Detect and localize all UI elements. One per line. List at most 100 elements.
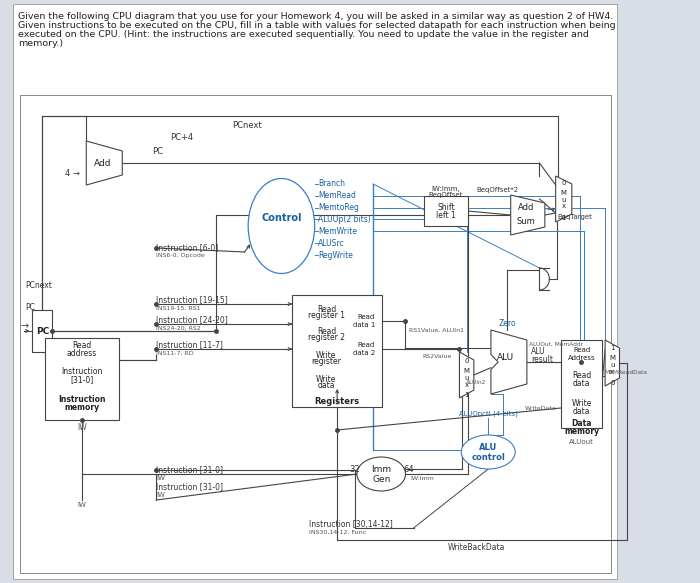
Text: Read: Read xyxy=(573,347,590,353)
Text: data: data xyxy=(573,378,591,388)
Text: 0: 0 xyxy=(561,180,566,186)
Text: ALUOpctl (4 bits): ALUOpctl (4 bits) xyxy=(458,411,518,417)
Text: x: x xyxy=(465,382,469,388)
Text: x: x xyxy=(610,369,615,375)
Text: Instruction [24-20]: Instruction [24-20] xyxy=(156,315,228,325)
Text: Shift: Shift xyxy=(437,202,455,212)
Text: Sum: Sum xyxy=(517,216,536,226)
Text: IW: IW xyxy=(156,492,165,498)
Text: Control: Control xyxy=(261,213,302,223)
Text: Address: Address xyxy=(568,355,596,361)
Text: INS30,14-12, Func: INS30,14-12, Func xyxy=(309,529,366,535)
Bar xyxy=(424,196,468,226)
Text: Gen: Gen xyxy=(372,476,391,484)
Text: Instruction [19-15]: Instruction [19-15] xyxy=(156,296,228,304)
Text: register: register xyxy=(312,357,342,367)
Text: INS11-7, RD: INS11-7, RD xyxy=(156,350,194,356)
Text: M: M xyxy=(561,190,567,196)
Text: 32: 32 xyxy=(349,465,360,475)
Text: BeqTarget: BeqTarget xyxy=(557,214,592,220)
Polygon shape xyxy=(605,340,620,386)
Text: x: x xyxy=(561,203,566,209)
Text: ALUIn2: ALUIn2 xyxy=(466,380,486,385)
Text: RS2Value: RS2Value xyxy=(422,354,452,360)
Ellipse shape xyxy=(248,178,315,273)
Text: MemRead: MemRead xyxy=(318,191,356,201)
Text: Write: Write xyxy=(571,399,592,409)
Text: Read: Read xyxy=(572,371,592,380)
Text: control: control xyxy=(471,454,505,462)
Bar xyxy=(45,338,119,420)
Text: ALU: ALU xyxy=(531,347,546,356)
Text: Instruction [30,14-12]: Instruction [30,14-12] xyxy=(309,519,393,529)
Bar xyxy=(292,295,382,407)
Polygon shape xyxy=(86,141,122,185)
Polygon shape xyxy=(459,352,474,398)
Text: Read: Read xyxy=(72,342,92,350)
Text: address: address xyxy=(66,349,97,357)
Text: BeqOffset*2: BeqOffset*2 xyxy=(476,187,518,193)
FancyBboxPatch shape xyxy=(13,4,617,579)
Polygon shape xyxy=(491,330,527,394)
Text: memory: memory xyxy=(564,427,599,437)
Text: PC: PC xyxy=(25,304,35,312)
Text: 1: 1 xyxy=(561,215,566,221)
Text: ALUSrc: ALUSrc xyxy=(318,238,345,248)
Text: register 2: register 2 xyxy=(308,333,345,342)
Text: 1: 1 xyxy=(610,345,615,351)
Text: Given the following CPU diagram that you use for your Homework 4, you will be as: Given the following CPU diagram that you… xyxy=(18,12,613,21)
Text: INS6-0, Opcode: INS6-0, Opcode xyxy=(156,254,205,258)
Text: Registers: Registers xyxy=(314,396,360,406)
Text: Branch: Branch xyxy=(318,180,345,188)
Text: Instruction: Instruction xyxy=(61,367,102,377)
Ellipse shape xyxy=(357,457,405,491)
Polygon shape xyxy=(511,195,545,235)
Text: MemtoReg: MemtoReg xyxy=(318,203,359,212)
Text: PCnext: PCnext xyxy=(232,121,262,131)
Text: PC: PC xyxy=(152,147,163,156)
Text: result: result xyxy=(531,356,554,364)
Text: PC: PC xyxy=(36,326,49,335)
Text: u: u xyxy=(561,197,566,203)
Text: PC+4: PC+4 xyxy=(170,134,193,142)
Text: Zero: Zero xyxy=(498,318,516,328)
Text: left 1: left 1 xyxy=(436,210,456,220)
Text: 4 →: 4 → xyxy=(64,168,80,177)
Text: →: → xyxy=(20,321,28,331)
Text: Instruction [31-0]: Instruction [31-0] xyxy=(156,465,223,475)
Text: data 1: data 1 xyxy=(353,322,375,328)
Text: Imm: Imm xyxy=(371,465,391,473)
Text: Data: Data xyxy=(571,420,592,429)
Text: MEMReadData: MEMReadData xyxy=(604,370,648,374)
Text: →: → xyxy=(546,205,554,215)
Text: RegWrite: RegWrite xyxy=(318,251,354,259)
Text: data 2: data 2 xyxy=(353,350,375,356)
Text: INS24-20, RS2: INS24-20, RS2 xyxy=(156,325,201,331)
Text: memory: memory xyxy=(64,403,99,413)
Text: BeqOffset: BeqOffset xyxy=(429,192,463,198)
Text: IW:Imm: IW:Imm xyxy=(410,476,434,480)
Text: u: u xyxy=(464,375,469,381)
Text: data: data xyxy=(573,408,591,416)
Text: memory.): memory.) xyxy=(18,39,63,48)
Text: Read: Read xyxy=(358,314,375,320)
Text: M: M xyxy=(463,368,470,374)
Text: ALUout: ALUout xyxy=(569,439,594,445)
Polygon shape xyxy=(556,176,572,222)
Text: MemWrite: MemWrite xyxy=(318,227,357,236)
Text: ALU: ALU xyxy=(479,442,497,451)
Text: Read: Read xyxy=(317,326,336,335)
Text: RS1Value, ALUIn1: RS1Value, ALUIn1 xyxy=(409,328,464,332)
Ellipse shape xyxy=(461,435,515,469)
Text: Write: Write xyxy=(316,374,337,384)
Text: Given instructions to be executed on the CPU, fill in a table with values for se: Given instructions to be executed on the… xyxy=(18,21,615,30)
Text: IW: IW xyxy=(77,423,87,433)
Text: ALUOut, MemAddr: ALUOut, MemAddr xyxy=(528,342,582,346)
Text: Instruction [11-7]: Instruction [11-7] xyxy=(156,340,223,349)
Text: M: M xyxy=(609,355,615,361)
Text: WriteBackData: WriteBackData xyxy=(448,543,505,553)
Text: Read: Read xyxy=(358,342,375,348)
Text: Instruction [31-0]: Instruction [31-0] xyxy=(156,483,223,491)
Text: executed on the CPU. (Hint: the instructions are executed sequentially. You need: executed on the CPU. (Hint: the instruct… xyxy=(18,30,589,39)
Text: Read: Read xyxy=(317,304,336,314)
